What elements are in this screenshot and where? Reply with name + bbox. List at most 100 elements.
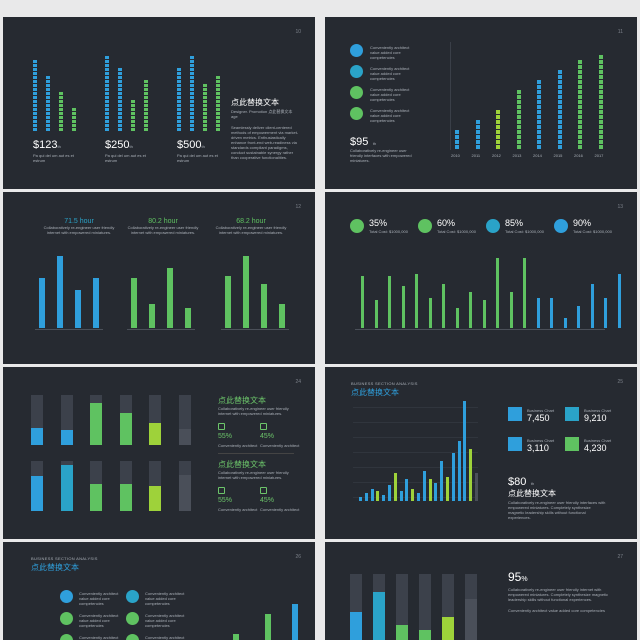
slide-kpi-chart[interactable]: 13 35% Total Cost: $1000,000 60% Total Cost…	[325, 192, 637, 364]
chart-icon	[260, 423, 267, 430]
column-fill	[419, 630, 431, 640]
dot-segment	[177, 116, 181, 119]
dot-segment	[118, 120, 122, 123]
dot-segment	[105, 60, 109, 63]
dash-segment	[537, 140, 541, 144]
column	[382, 495, 386, 501]
dot-segment	[190, 56, 194, 59]
slide-title: 点此替换文本	[231, 98, 279, 107]
legend-text: Conveniently architect value added core …	[145, 591, 185, 606]
column	[388, 276, 391, 328]
dot-segment	[144, 100, 148, 103]
gauge-fill	[90, 402, 102, 445]
column	[446, 477, 449, 501]
column-fill	[442, 616, 454, 640]
dot-segment	[203, 100, 207, 103]
gridline	[353, 452, 478, 453]
dot-segment	[33, 80, 37, 83]
dot-segment	[190, 128, 194, 131]
gauge-fill	[90, 483, 102, 511]
legend-text: Conveniently architect value added core …	[145, 613, 185, 628]
dash-segment	[557, 70, 562, 74]
dot-segment	[105, 124, 109, 127]
dash-segment	[578, 95, 582, 99]
column	[457, 441, 461, 501]
gauge-fill	[31, 427, 43, 445]
dash-segment	[557, 135, 562, 139]
column	[243, 256, 249, 328]
dot-segment	[118, 124, 122, 127]
slide-bar-prices[interactable]: 10 $123th Pa qui del um aut es et estrum…	[3, 17, 315, 189]
column	[523, 258, 526, 328]
dash-segment	[516, 90, 521, 94]
slide-business-legend[interactable]: 26 BUSINESS SECTION ANALYSIS 点此替换文本 Conv…	[3, 542, 315, 640]
stat-value: 71.5 hour	[64, 218, 94, 225]
dash-segment	[516, 120, 521, 124]
dot-segment	[46, 100, 50, 103]
gauge-fill	[60, 465, 73, 511]
dot-segment	[190, 116, 194, 119]
dot-segment	[33, 68, 37, 71]
hour-stat: 68.2 hour Collaboratively re-engineer use…	[211, 218, 291, 235]
dot-segment	[118, 92, 122, 95]
column	[399, 491, 403, 501]
hour-stat: 80.2 hour Collaboratively re-engineer use…	[123, 218, 203, 235]
dash-segment	[557, 100, 562, 104]
tile-swatch	[565, 437, 579, 451]
description: Collaboratively re-engineer user friendl…	[508, 500, 606, 520]
dot-segment	[33, 92, 37, 95]
slide-year-chart[interactable]: 11 Conveniently architect value added co…	[325, 17, 637, 189]
dash-segment	[598, 85, 603, 89]
dash-segment	[578, 100, 582, 104]
dot-segment	[59, 112, 63, 115]
price-3: $500th Pa qui del um aut es et estrum	[177, 139, 218, 163]
dot-segment	[144, 108, 148, 111]
stat-label: Conveniently architect	[260, 507, 300, 512]
slide-column-gauges[interactable]: 24 点此替换文本 Collaboratively re-engineer us…	[3, 367, 315, 539]
page-number: 13	[617, 204, 623, 210]
dot-segment	[72, 124, 76, 127]
dot-segment	[105, 116, 109, 119]
dot-segment	[105, 92, 109, 95]
slide-business-analysis[interactable]: 25 BUSINESS SECTION ANALYSIS 点此替换文本 Busi…	[325, 367, 637, 539]
dot-segment	[46, 76, 50, 79]
kpi-label: Total Cost: $1000,000	[369, 229, 408, 234]
dot-segment	[33, 84, 37, 87]
dash-segment	[578, 90, 582, 94]
slide-percentage[interactable]: 27 95% Collaboratively re-engineer user …	[325, 542, 637, 640]
column-track	[396, 574, 408, 640]
dash-segment	[578, 75, 582, 79]
legend-text: Conveniently architect value added core …	[370, 108, 410, 123]
column	[617, 274, 621, 328]
dot-segment	[144, 96, 148, 99]
dot-segment	[59, 108, 63, 111]
dot-segment	[177, 120, 181, 123]
column	[75, 290, 81, 328]
tile-label: Business Chart	[527, 438, 555, 443]
stat-label: Conveniently architect	[218, 507, 258, 512]
stat-pct: 55%	[218, 433, 233, 440]
axis-line	[450, 42, 451, 150]
dot-segment	[190, 104, 194, 107]
cn-title: 点此替换文本	[508, 489, 556, 498]
tile-label: Business Chart	[584, 438, 612, 443]
dot-segment	[59, 120, 63, 123]
footnote: Conveniently architect value added core …	[508, 608, 605, 613]
dot-segment	[33, 116, 37, 119]
divider	[218, 453, 294, 454]
kpi-dot	[418, 219, 432, 233]
dot-segment	[72, 116, 76, 119]
dash-segment	[537, 100, 541, 104]
page-number: 27	[617, 554, 623, 560]
gauge-fill	[119, 412, 132, 445]
dot-segment	[144, 116, 148, 119]
dash-segment	[516, 105, 521, 109]
dot-segment	[203, 104, 207, 107]
slide-hour-bars[interactable]: 12 71.5 hour Collaboratively re-engineer …	[3, 192, 315, 364]
column	[233, 634, 239, 640]
stat-desc: Collaboratively re-engineer user friendl…	[215, 225, 287, 235]
dash-segment	[496, 135, 500, 139]
dash-segment	[598, 65, 603, 69]
price-2: $250th Pa qui del um aut es et estrum	[105, 139, 146, 163]
legend-dot	[126, 612, 139, 625]
